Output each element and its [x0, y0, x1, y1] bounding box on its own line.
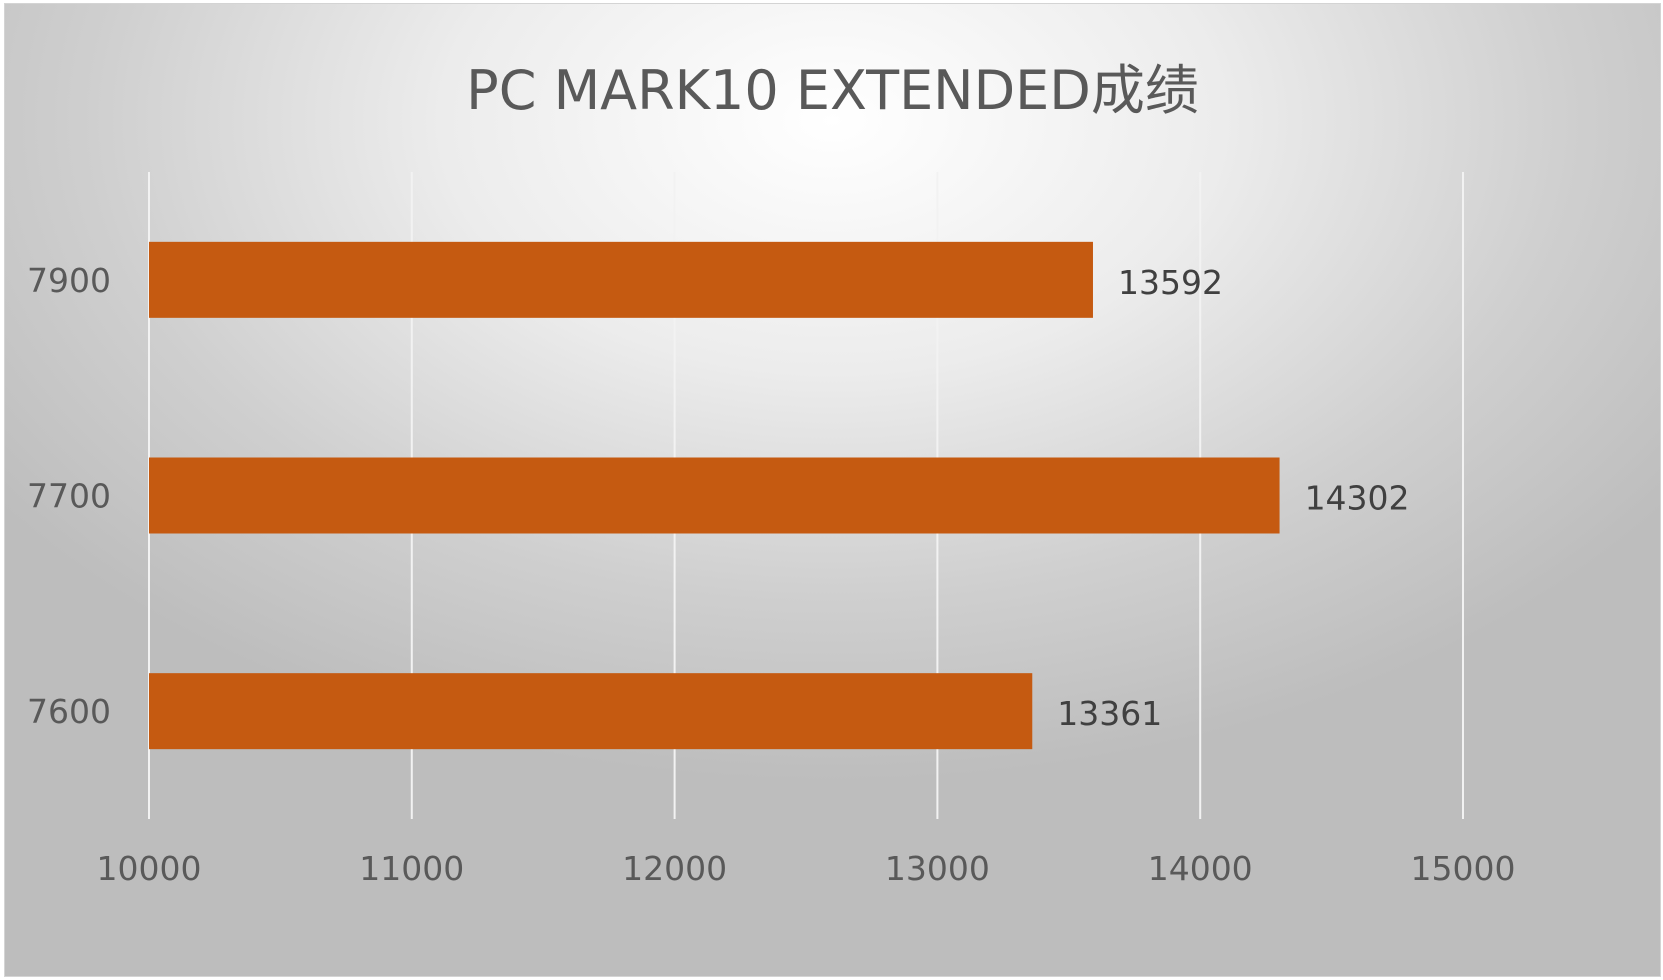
bar-7900	[149, 241, 1093, 318]
plot-area: 10000 11000 12000 13000 14000 15000 7900 13592 7…	[27, 172, 1516, 888]
y-category-label-7700: 7700	[27, 477, 111, 516]
data-label-7600: 13361	[1057, 694, 1162, 733]
x-tick-label-10000: 10000	[97, 849, 202, 888]
data-label-7900: 13592	[1118, 263, 1223, 302]
x-tick-label-11000: 11000	[359, 849, 464, 888]
bar-7600	[149, 673, 1033, 750]
x-tick-label-15000: 15000	[1411, 849, 1516, 888]
y-category-label-7600: 7600	[27, 692, 111, 731]
y-category-label-7900: 7900	[27, 261, 111, 300]
chart-frame: PC MARK10 EXTENDED成绩 10000 11000 12000 1300…	[4, 3, 1661, 977]
x-tick-label-13000: 13000	[885, 849, 990, 888]
bar-7700	[149, 457, 1280, 534]
data-label-7700: 14302	[1305, 479, 1410, 518]
x-tick-label-14000: 14000	[1148, 849, 1253, 888]
chart-title: PC MARK10 EXTENDED成绩	[466, 59, 1199, 122]
x-tick-label-12000: 12000	[622, 849, 727, 888]
